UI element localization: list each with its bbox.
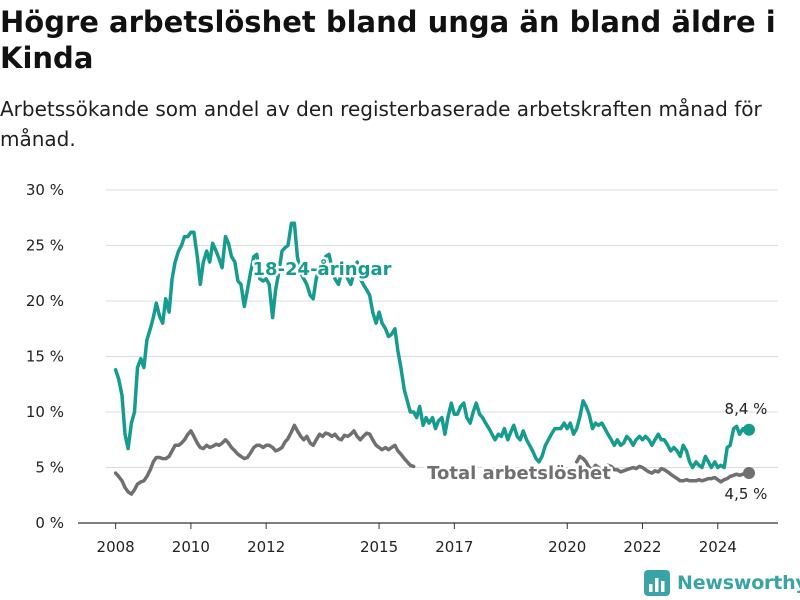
y-tick-label: 10 %: [26, 403, 64, 421]
chart-title: Högre arbetslöshet bland unga än bland ä…: [0, 5, 776, 75]
y-tick-label: 30 %: [26, 181, 64, 199]
end-value-label-18-24: 8,4 %: [725, 400, 768, 418]
end-marker-18-24: [743, 423, 756, 436]
series-line-total-continued: [574, 454, 751, 484]
chart-subtitle: Arbetssökande som andel av den registerb…: [0, 97, 762, 151]
gridlines: [106, 189, 778, 468]
y-axis-tick-labels: 0 % 5 % 10 % 15 % 20 % 25 % 30 %: [26, 181, 64, 532]
bar-chart-logo-icon: [644, 570, 670, 596]
series-label-total: Total arbetslöshet: [427, 463, 611, 484]
x-axis: 2008 2010 2012 2015 2017 2020 2022 2024: [78, 522, 778, 556]
y-tick-label: 15 %: [26, 348, 64, 366]
y-tick-label: 25 %: [26, 237, 64, 255]
brand-name: Newsworthy: [677, 572, 800, 594]
series-line-18-24: [113, 221, 751, 470]
end-marker-total: [743, 467, 756, 480]
x-tick-label: 2022: [623, 538, 661, 556]
y-tick-label: 20 %: [26, 292, 64, 310]
y-tick-label: 5 %: [35, 459, 64, 477]
series-lines: [113, 221, 756, 496]
inline-labels: 18-24-åringar Total arbetslöshet 8,4 % 4…: [250, 256, 768, 504]
x-tick-label: 2010: [172, 538, 210, 556]
end-value-label-total: 4,5 %: [725, 485, 768, 503]
x-tick-label: 2024: [699, 538, 737, 556]
series-line-total: [113, 423, 416, 496]
x-tick-label: 2008: [97, 538, 135, 556]
x-tick-label: 2020: [548, 538, 586, 556]
x-tick-label: 2015: [360, 538, 398, 556]
x-tick-label: 2017: [435, 538, 473, 556]
brand-logo: Newsworthy: [644, 568, 800, 598]
x-tick-label: 2012: [247, 538, 285, 556]
y-tick-label: 0 %: [35, 514, 64, 532]
series-label-18-24: 18-24-åringar: [253, 258, 392, 280]
